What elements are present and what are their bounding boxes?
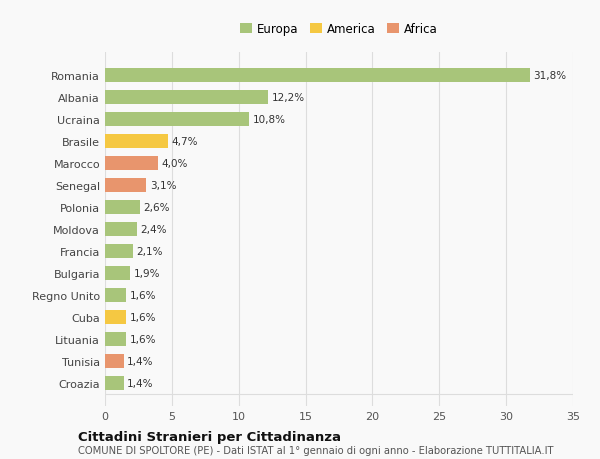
Bar xyxy=(105,310,127,325)
Bar xyxy=(105,157,158,171)
Text: 10,8%: 10,8% xyxy=(253,115,286,125)
Text: 1,9%: 1,9% xyxy=(134,269,160,278)
Text: 4,0%: 4,0% xyxy=(162,159,188,169)
Text: 3,1%: 3,1% xyxy=(150,181,176,190)
Text: 2,1%: 2,1% xyxy=(136,246,163,257)
Text: 31,8%: 31,8% xyxy=(533,71,566,81)
Bar xyxy=(105,376,124,390)
Text: 2,4%: 2,4% xyxy=(140,224,167,235)
Text: Cittadini Stranieri per Cittadinanza: Cittadini Stranieri per Cittadinanza xyxy=(78,431,341,443)
Bar xyxy=(105,134,168,149)
Text: 1,6%: 1,6% xyxy=(130,334,156,344)
Text: 12,2%: 12,2% xyxy=(271,93,305,103)
Legend: Europa, America, Africa: Europa, America, Africa xyxy=(241,23,437,36)
Bar xyxy=(105,91,268,105)
Text: 4,7%: 4,7% xyxy=(171,137,197,147)
Bar xyxy=(105,69,530,83)
Bar xyxy=(105,244,133,258)
Bar xyxy=(105,179,146,193)
Bar xyxy=(105,354,124,368)
Bar xyxy=(105,201,140,215)
Text: 1,4%: 1,4% xyxy=(127,378,154,388)
Bar xyxy=(105,332,127,346)
Text: 2,6%: 2,6% xyxy=(143,202,170,213)
Bar xyxy=(105,113,250,127)
Text: 1,6%: 1,6% xyxy=(130,312,156,322)
Bar xyxy=(105,288,127,302)
Bar xyxy=(105,222,137,237)
Bar xyxy=(105,266,130,280)
Text: COMUNE DI SPOLTORE (PE) - Dati ISTAT al 1° gennaio di ogni anno - Elaborazione T: COMUNE DI SPOLTORE (PE) - Dati ISTAT al … xyxy=(78,445,554,455)
Text: 1,4%: 1,4% xyxy=(127,356,154,366)
Text: 1,6%: 1,6% xyxy=(130,290,156,300)
